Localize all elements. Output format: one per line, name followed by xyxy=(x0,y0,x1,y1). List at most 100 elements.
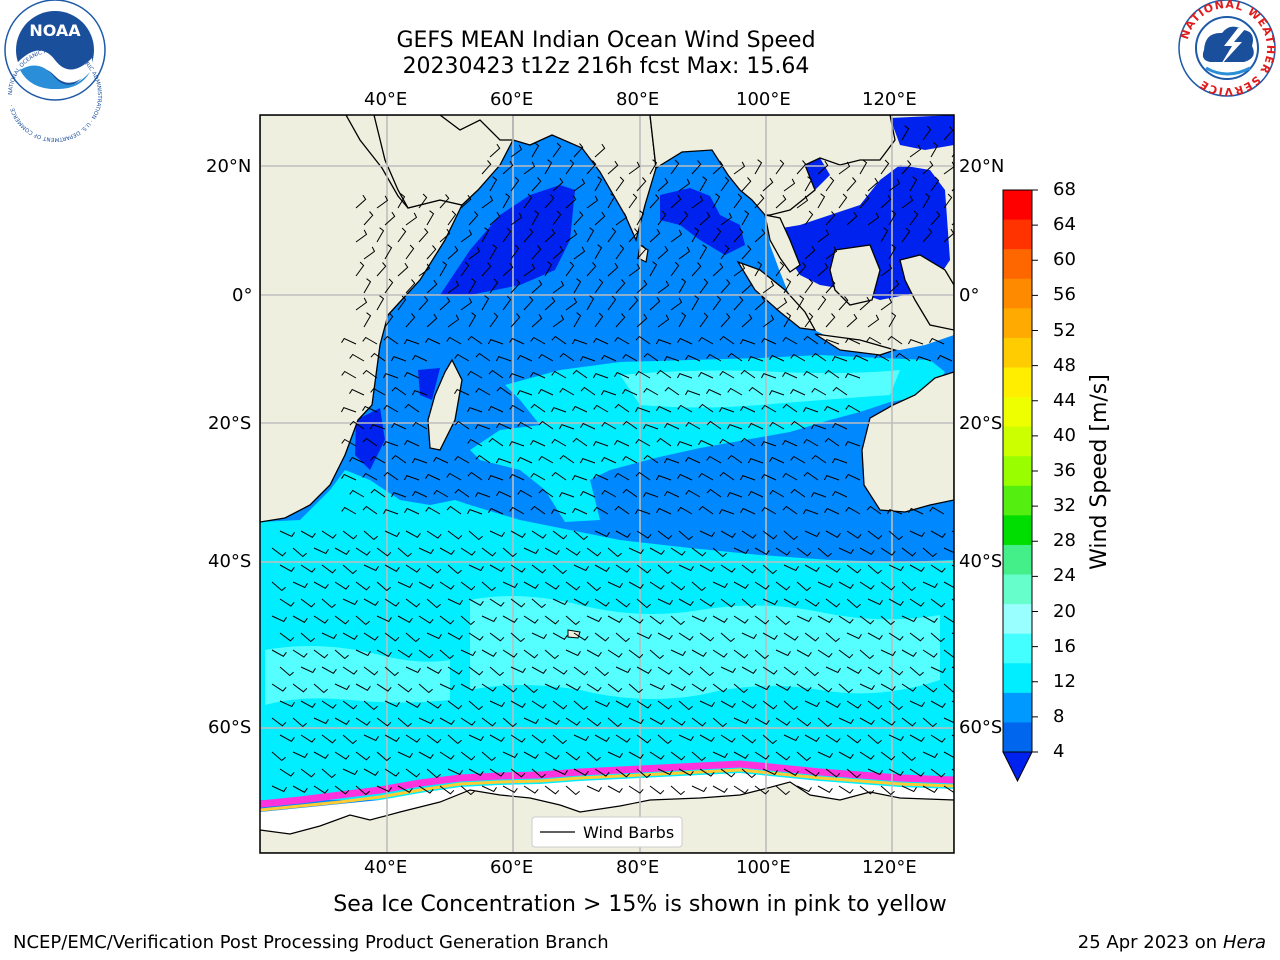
wind-barb xyxy=(481,262,492,277)
wind-barb xyxy=(649,649,664,660)
wind-barb xyxy=(573,312,582,328)
lat-label-right: 40°S xyxy=(959,551,1003,572)
wind-barb xyxy=(804,245,816,260)
wind-barb xyxy=(909,700,925,708)
wind-barb xyxy=(922,649,938,658)
wind-barb xyxy=(468,632,484,641)
wind-barb xyxy=(363,632,379,641)
wind-barb xyxy=(502,785,518,793)
colorbar-tick-label: 12 xyxy=(1053,670,1076,692)
wind-barb xyxy=(363,700,378,711)
wind-barb xyxy=(649,683,665,691)
wind-barb xyxy=(447,700,463,710)
lon-label-top: 120°E xyxy=(862,89,917,110)
wind-barb xyxy=(355,649,371,657)
wind-barb xyxy=(712,262,724,277)
wind-barb xyxy=(614,439,630,447)
wind-barb xyxy=(691,227,700,243)
wind-barb xyxy=(571,338,588,345)
wind-barb xyxy=(475,454,491,464)
wind-barb xyxy=(362,336,378,345)
wind-barb xyxy=(466,406,483,413)
wind-barb xyxy=(376,615,392,623)
wind-barb xyxy=(404,371,420,379)
wind-barb xyxy=(405,212,418,226)
wind-barb xyxy=(867,530,883,540)
wind-barb xyxy=(614,336,630,345)
wind-barb xyxy=(657,700,673,710)
colorbar-segment xyxy=(1003,485,1032,516)
wind-barb xyxy=(362,472,378,481)
wind-barb xyxy=(804,598,820,607)
wind-barb xyxy=(447,734,462,745)
wind-barb xyxy=(495,355,512,362)
wind-barb xyxy=(628,785,644,794)
wind-barb xyxy=(727,387,743,396)
wind-barb xyxy=(565,261,575,277)
wind-barb xyxy=(718,508,735,515)
wind-barb xyxy=(376,649,392,657)
wind-barb xyxy=(523,581,539,589)
wind-barb xyxy=(817,785,833,793)
wind-barb xyxy=(656,437,672,447)
wind-barb xyxy=(901,615,917,623)
wind-barb xyxy=(888,244,897,260)
wind-barb xyxy=(279,666,294,677)
wind-barb xyxy=(909,176,918,192)
wind-barb xyxy=(580,386,596,396)
wind-barb xyxy=(466,508,483,515)
wind-barb xyxy=(867,768,883,776)
wind-barb xyxy=(754,581,770,590)
wind-barb xyxy=(468,564,484,572)
wind-barb xyxy=(425,337,441,345)
wind-barb xyxy=(733,296,744,311)
land-malay xyxy=(764,214,801,273)
wind-barb xyxy=(922,785,938,793)
wind-barb xyxy=(699,632,715,642)
noaa-logo: NOAA NATIONAL OCEANIC AND ATMOSPHERIC AD… xyxy=(4,0,106,142)
wind-barb xyxy=(426,210,435,226)
wind-barb xyxy=(741,245,752,260)
wind-barb xyxy=(565,751,581,761)
wind-barb xyxy=(502,751,518,759)
wind-barb xyxy=(481,581,496,592)
land-kerguelen xyxy=(567,629,581,639)
wind-barb xyxy=(460,194,472,209)
wind-barb xyxy=(517,489,533,498)
wind-barb xyxy=(615,564,631,573)
wind-barb xyxy=(544,615,560,625)
wind-barb xyxy=(300,768,316,778)
wind-barb xyxy=(552,768,568,776)
wind-barb xyxy=(907,338,924,345)
wind-barb xyxy=(691,683,707,692)
sea-ice-note: Sea Ice Concentration > 15% is shown in … xyxy=(333,892,947,917)
wind-barb xyxy=(712,193,721,209)
wind-barb xyxy=(397,227,407,243)
wind-barb xyxy=(845,404,861,413)
wind-barb xyxy=(439,717,455,725)
wind-barb xyxy=(439,751,455,760)
wind-barb xyxy=(930,176,940,192)
wind-barb xyxy=(930,666,946,674)
wind-barb xyxy=(530,472,546,481)
wind-barb xyxy=(635,471,651,481)
wind-barb xyxy=(586,649,602,657)
wind-barb xyxy=(691,615,707,623)
wind-barb xyxy=(370,488,386,498)
wind-barb xyxy=(376,262,387,277)
wind-barb xyxy=(628,615,644,624)
wind-barb xyxy=(531,666,547,674)
wind-barb xyxy=(565,785,580,796)
wind-barb xyxy=(712,615,728,623)
wind-barb xyxy=(817,160,829,175)
wind-barb xyxy=(817,649,833,658)
wind-barb xyxy=(678,598,694,606)
wind-barb xyxy=(271,649,287,657)
wind-barb xyxy=(733,683,748,694)
wind-barb-legend: Wind Barbs xyxy=(531,816,683,848)
colorbar-segment xyxy=(1003,367,1032,398)
colorbar-segment xyxy=(1003,426,1032,457)
wind-barb xyxy=(796,547,812,557)
wind-barb xyxy=(495,457,512,464)
wind-barb xyxy=(712,581,728,589)
